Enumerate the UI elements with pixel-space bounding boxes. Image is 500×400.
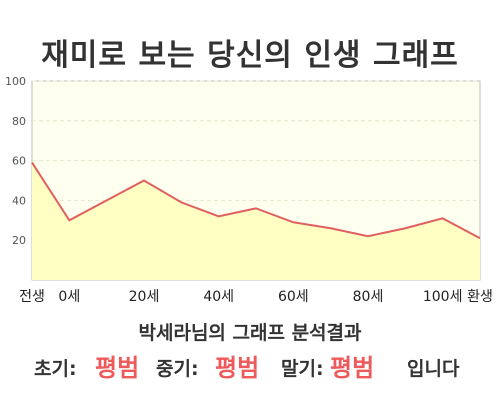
analysis-title: 박세라님의 그래프 분석결과 xyxy=(138,322,362,344)
x-tick-label: 100세 xyxy=(423,289,463,305)
y-tick-label: 60 xyxy=(12,155,26,168)
x-tick-label: 0세 xyxy=(58,289,80,305)
x-tick-label: 전생 xyxy=(19,289,45,305)
y-tick-label: 80 xyxy=(12,115,26,128)
middle-value: 평범 xyxy=(215,354,260,382)
early-value: 평범 xyxy=(95,354,140,382)
x-tick-label: 60세 xyxy=(278,289,309,305)
page-title: 재미로 보는 당신의 인생 그래프 xyxy=(41,38,459,73)
y-tick-label: 20 xyxy=(12,234,26,247)
x-tick-label: 20세 xyxy=(129,289,160,305)
x-tick-label: 환생 xyxy=(467,289,493,305)
x-tick-label: 80세 xyxy=(353,289,384,305)
early-label: 초기: xyxy=(34,358,77,380)
x-axis: 전생 0세 20세 40세 60세 80세 100세 환생 xyxy=(19,289,493,305)
analysis-result: 초기: 평범 중기: 평범 말기: 평범 입니다 xyxy=(0,346,500,382)
y-axis: 20 40 60 80 100 xyxy=(5,75,26,247)
series-line xyxy=(31,162,481,240)
y-tick-label: 100 xyxy=(5,75,26,88)
suffix-text: 입니다 xyxy=(407,358,460,380)
late-value: 평범 xyxy=(330,354,375,382)
y-tick-label: 40 xyxy=(12,194,26,207)
middle-label: 중기: xyxy=(156,358,199,380)
series-area xyxy=(32,162,480,280)
x-tick-label: 40세 xyxy=(203,289,234,305)
late-label: 말기: xyxy=(281,358,324,380)
